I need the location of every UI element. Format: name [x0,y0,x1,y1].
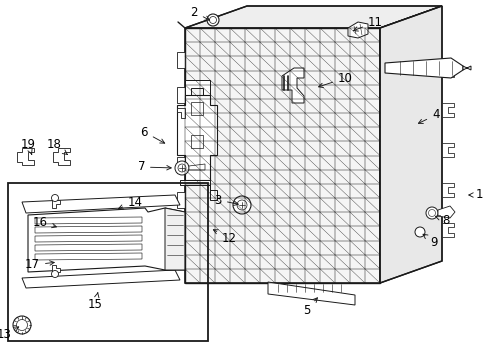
Polygon shape [52,265,60,272]
Polygon shape [177,192,185,208]
Text: 6: 6 [141,126,165,143]
Polygon shape [438,206,455,218]
Polygon shape [177,95,217,180]
Polygon shape [165,208,185,270]
Polygon shape [282,68,304,103]
Circle shape [207,14,219,26]
Circle shape [233,196,251,214]
Polygon shape [52,200,60,208]
Text: 16: 16 [33,216,56,229]
Polygon shape [380,6,442,283]
Polygon shape [28,208,185,272]
Polygon shape [185,80,210,95]
Polygon shape [177,227,185,243]
Text: 9: 9 [423,234,438,248]
Polygon shape [442,223,454,237]
Polygon shape [22,195,180,213]
Text: 11: 11 [353,15,383,31]
Text: 10: 10 [318,72,353,87]
Text: 18: 18 [47,139,67,154]
Circle shape [51,270,58,278]
Polygon shape [385,58,463,78]
Circle shape [51,194,58,202]
Text: 17: 17 [25,258,54,271]
Polygon shape [442,103,454,117]
Text: 19: 19 [21,139,35,154]
Polygon shape [17,148,34,165]
Text: 13: 13 [0,327,19,342]
Circle shape [426,207,438,219]
Polygon shape [177,87,185,103]
Text: 5: 5 [303,298,318,316]
Polygon shape [177,108,185,118]
Text: 12: 12 [213,230,237,244]
Polygon shape [177,52,185,68]
Circle shape [175,161,189,175]
Polygon shape [189,164,205,170]
Polygon shape [185,6,442,28]
Polygon shape [185,28,380,283]
Polygon shape [463,66,471,70]
Circle shape [415,227,425,237]
Polygon shape [442,143,454,157]
Polygon shape [442,63,454,77]
Polygon shape [180,180,217,200]
Text: 14: 14 [119,195,143,209]
Polygon shape [348,22,368,38]
Text: 3: 3 [215,194,238,207]
Text: 2: 2 [191,5,210,20]
Text: 4: 4 [418,108,440,123]
Text: 8: 8 [436,213,449,226]
Polygon shape [53,148,70,165]
Polygon shape [22,270,180,288]
Text: 1: 1 [469,189,484,202]
Polygon shape [177,157,185,173]
Polygon shape [268,282,355,305]
Text: 15: 15 [88,293,102,311]
Circle shape [13,316,31,334]
Polygon shape [442,183,454,197]
Polygon shape [177,122,185,138]
Text: 7: 7 [138,161,171,174]
